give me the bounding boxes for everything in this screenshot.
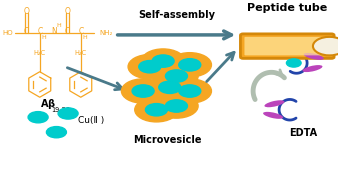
- Text: H₂C: H₂C: [75, 50, 87, 56]
- Text: A$\bf{\beta}$: A$\bf{\beta}$: [40, 97, 56, 111]
- Circle shape: [168, 53, 212, 77]
- FancyBboxPatch shape: [240, 34, 334, 58]
- Circle shape: [135, 98, 178, 122]
- Text: C: C: [65, 27, 70, 36]
- Circle shape: [46, 127, 66, 138]
- Circle shape: [159, 81, 181, 94]
- Circle shape: [148, 75, 192, 99]
- Circle shape: [168, 79, 212, 103]
- Text: H₂C: H₂C: [34, 50, 46, 56]
- Text: Self-assembly: Self-assembly: [138, 10, 215, 20]
- Circle shape: [28, 112, 48, 123]
- Ellipse shape: [302, 65, 322, 72]
- Circle shape: [132, 85, 154, 97]
- Text: H: H: [56, 23, 61, 28]
- Text: Cu(Ⅱ ): Cu(Ⅱ ): [78, 116, 104, 125]
- Circle shape: [165, 70, 187, 82]
- Text: C: C: [24, 27, 29, 36]
- Text: HO: HO: [2, 30, 13, 36]
- Circle shape: [286, 59, 301, 67]
- Circle shape: [121, 79, 165, 103]
- Ellipse shape: [263, 112, 283, 119]
- Text: EDTA: EDTA: [289, 129, 317, 139]
- Text: 19-20: 19-20: [51, 107, 70, 113]
- Text: H: H: [42, 35, 46, 40]
- Ellipse shape: [304, 53, 324, 60]
- Text: Peptide tube: Peptide tube: [247, 3, 327, 13]
- Circle shape: [145, 104, 167, 116]
- Circle shape: [155, 64, 198, 88]
- FancyBboxPatch shape: [244, 37, 322, 55]
- Circle shape: [152, 55, 174, 67]
- Ellipse shape: [264, 100, 284, 107]
- Text: N: N: [51, 27, 57, 36]
- Circle shape: [58, 108, 78, 119]
- Circle shape: [141, 49, 185, 73]
- Text: C: C: [78, 27, 83, 36]
- Circle shape: [179, 85, 201, 97]
- Text: NH₂: NH₂: [99, 30, 113, 36]
- Circle shape: [313, 37, 339, 55]
- Circle shape: [139, 60, 161, 73]
- Text: O: O: [23, 7, 29, 16]
- Circle shape: [165, 100, 187, 112]
- Circle shape: [128, 55, 172, 79]
- Circle shape: [155, 94, 198, 118]
- Text: Microvesicle: Microvesicle: [133, 135, 201, 145]
- Text: O: O: [64, 7, 71, 16]
- Circle shape: [179, 59, 201, 71]
- Text: H: H: [83, 35, 87, 40]
- Text: C: C: [37, 27, 42, 36]
